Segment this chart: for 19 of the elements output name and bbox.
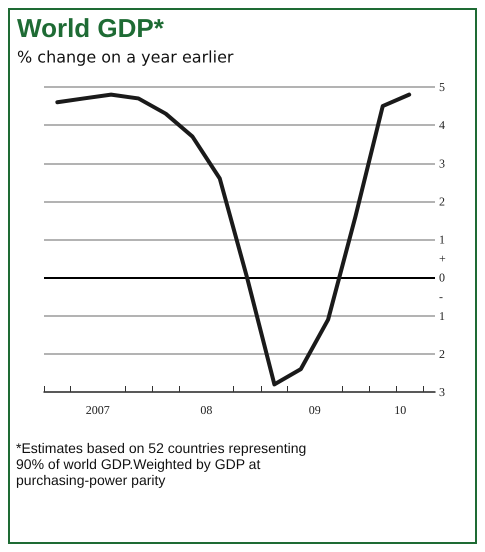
x-tick-label: 09 bbox=[308, 403, 321, 417]
chart-subtitle: % change on a year earlier bbox=[17, 48, 234, 66]
y-tick-label: + bbox=[439, 252, 446, 266]
y-tick-label: 1 bbox=[439, 308, 445, 323]
y-tick-label: 3 bbox=[439, 156, 445, 170]
y-tick-label: - bbox=[439, 290, 443, 304]
x-tick-label: 2007 bbox=[86, 403, 110, 417]
y-tick-label: 2 bbox=[439, 346, 445, 361]
y-tick-label: 4 bbox=[439, 118, 445, 132]
line-series bbox=[55, 92, 412, 386]
chart-title: World GDP* bbox=[17, 13, 165, 43]
y-tick-label: 3 bbox=[439, 385, 445, 399]
y-tick-label: 5 bbox=[439, 80, 445, 94]
x-tick-label: 08 bbox=[200, 403, 212, 417]
y-tick-label: 1 bbox=[439, 232, 445, 246]
text: *Estimates based on 52 countries representing 90% of world GDP.Weighted by GDP at purchasing-power parity bbox=[16, 440, 310, 488]
x-tick-label: 10 bbox=[394, 403, 406, 417]
y-tick-label: 0 bbox=[439, 270, 445, 285]
y-tick-label: 2 bbox=[439, 194, 445, 208]
